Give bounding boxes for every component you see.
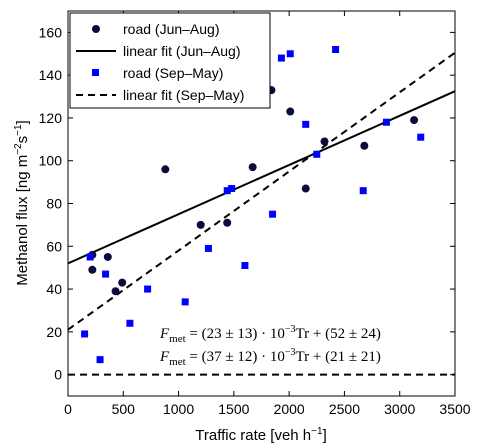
x-axis-label: Traffic rate [veh h−1] <box>195 426 326 444</box>
y-tick-label: 80 <box>46 196 62 212</box>
data-point-jun-aug <box>223 218 232 227</box>
data-point-jun-aug <box>286 107 295 116</box>
data-point-sep-may <box>241 262 249 270</box>
data-point-jun-aug <box>248 163 257 172</box>
plot-marks <box>67 46 456 376</box>
fit-line-jun-aug <box>67 90 456 265</box>
data-point-jun-aug <box>360 141 369 150</box>
data-point-sep-may <box>228 185 236 193</box>
data-point-sep-may <box>223 187 231 195</box>
data-point-jun-aug <box>320 137 329 146</box>
legend-entry-fit-sep-may: linear fit (Sep–May) <box>76 87 244 103</box>
data-point-sep-may <box>86 253 94 261</box>
data-point-jun-aug <box>103 252 112 261</box>
legend-label: linear fit (Sep–May) <box>123 87 244 103</box>
data-point-jun-aug <box>88 265 97 274</box>
axis-ticks: 0 500 1000 1500 2000 2500 3000 3500 0 20 40 60 80 100… <box>39 11 471 417</box>
legend-label: linear fit (Jun–Aug) <box>123 43 241 59</box>
data-point-sep-may <box>81 330 89 338</box>
y-tick-label: 20 <box>46 324 62 340</box>
data-point-sep-may <box>359 187 367 195</box>
legend: road (Jun–Aug) linear fit (Jun–Aug) road… <box>69 12 271 109</box>
x-tick-label: 3000 <box>384 401 415 417</box>
data-point-jun-aug <box>301 184 310 193</box>
fit-line-sep-may <box>67 51 456 331</box>
annotation-fit-sep-may: Fmet = (37 ± 12) · 10−3Tr + (21 ± 21) <box>159 347 381 368</box>
data-point-sep-may <box>277 54 285 62</box>
data-point-sep-may <box>269 210 277 218</box>
y-tick-label: 60 <box>46 238 62 254</box>
data-point-sep-may <box>96 356 104 364</box>
y-tick-label: 0 <box>54 367 62 383</box>
legend-marker-square <box>92 69 99 76</box>
data-point-sep-may <box>302 120 310 128</box>
data-point-sep-may <box>102 270 110 278</box>
data-point-sep-may <box>286 50 294 58</box>
x-tick-label: 1000 <box>163 401 194 417</box>
legend-entry-road-jun-aug: road (Jun–Aug) <box>92 21 220 37</box>
annotation-fit-jun-aug: Fmet = (23 ± 13) · 10−3Tr + (52 ± 24) <box>159 324 381 345</box>
x-tick-label: 1500 <box>218 401 249 417</box>
y-tick-label: 140 <box>39 67 63 83</box>
data-point-jun-aug <box>410 116 419 125</box>
x-tick-label: 2500 <box>329 401 360 417</box>
y-tick-label: 120 <box>39 110 63 126</box>
y-tick-label: 100 <box>39 153 63 169</box>
data-point-sep-may <box>126 319 134 327</box>
data-point-jun-aug <box>118 278 127 287</box>
data-point-jun-aug <box>111 287 120 296</box>
y-tick-label: 160 <box>39 24 63 40</box>
legend-marker-circle <box>92 25 100 33</box>
data-point-sep-may <box>382 118 390 126</box>
legend-entry-fit-jun-aug: linear fit (Jun–Aug) <box>76 43 241 59</box>
y-tick-label: 40 <box>46 281 62 297</box>
data-point-sep-may <box>144 285 152 293</box>
data-point-sep-may <box>204 244 212 252</box>
legend-label: road (Sep–May) <box>123 65 223 81</box>
x-tick-label: 0 <box>64 401 72 417</box>
data-point-jun-aug <box>196 220 205 229</box>
y-axis-label: Methanol flux [ng m−2s−1] <box>13 120 31 285</box>
legend-box <box>69 12 271 109</box>
x-tick-label: 2000 <box>274 401 305 417</box>
x-tick-label: 3500 <box>439 401 470 417</box>
legend-label: road (Jun–Aug) <box>123 21 220 37</box>
data-point-sep-may <box>181 298 189 306</box>
data-point-sep-may <box>332 46 340 53</box>
data-point-sep-may <box>313 150 321 158</box>
data-point-jun-aug <box>161 165 170 174</box>
data-point-sep-may <box>417 133 425 141</box>
legend-entry-road-sep-may: road (Sep–May) <box>92 65 223 81</box>
x-tick-label: 500 <box>112 401 136 417</box>
